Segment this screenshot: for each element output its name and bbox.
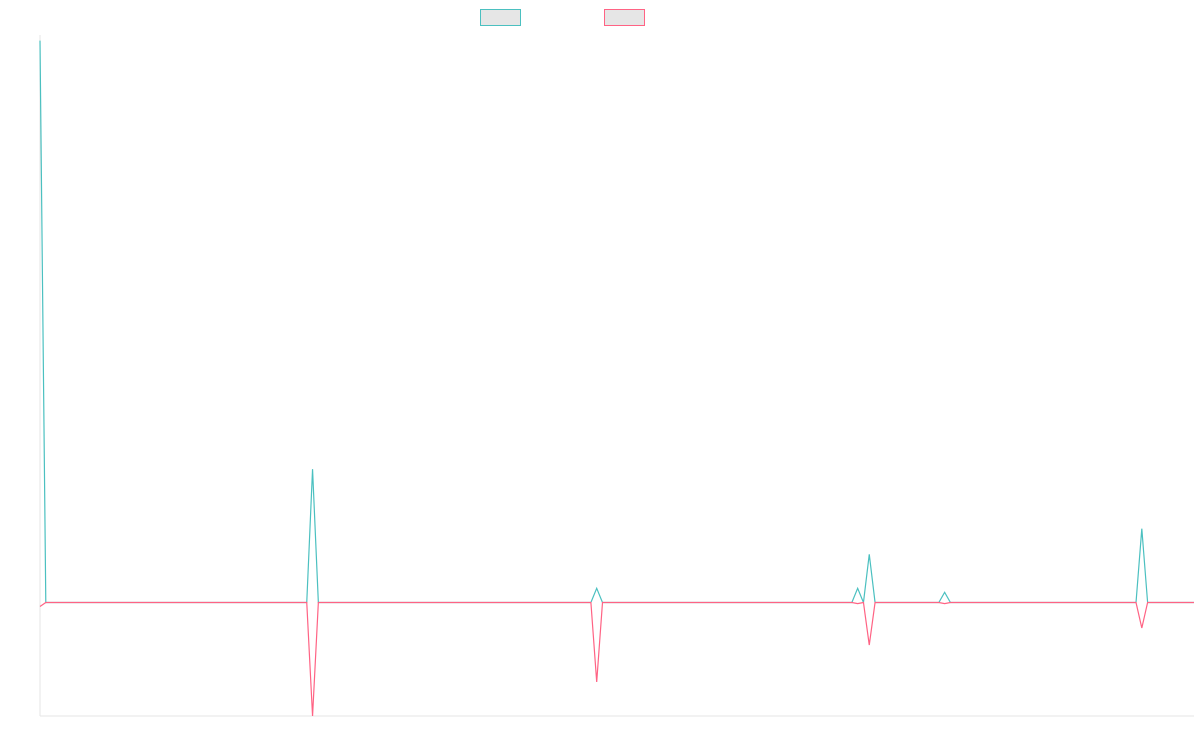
series-1-line (39, 40, 1194, 605)
legend-swatch-series-2[interactable] (604, 9, 645, 26)
plot-area (39, 40, 1194, 717)
legend-swatch-series-1[interactable] (480, 9, 521, 26)
series-2-line (39, 601, 1194, 717)
legend[interactable] (480, 9, 645, 26)
axes (39, 35, 1194, 717)
